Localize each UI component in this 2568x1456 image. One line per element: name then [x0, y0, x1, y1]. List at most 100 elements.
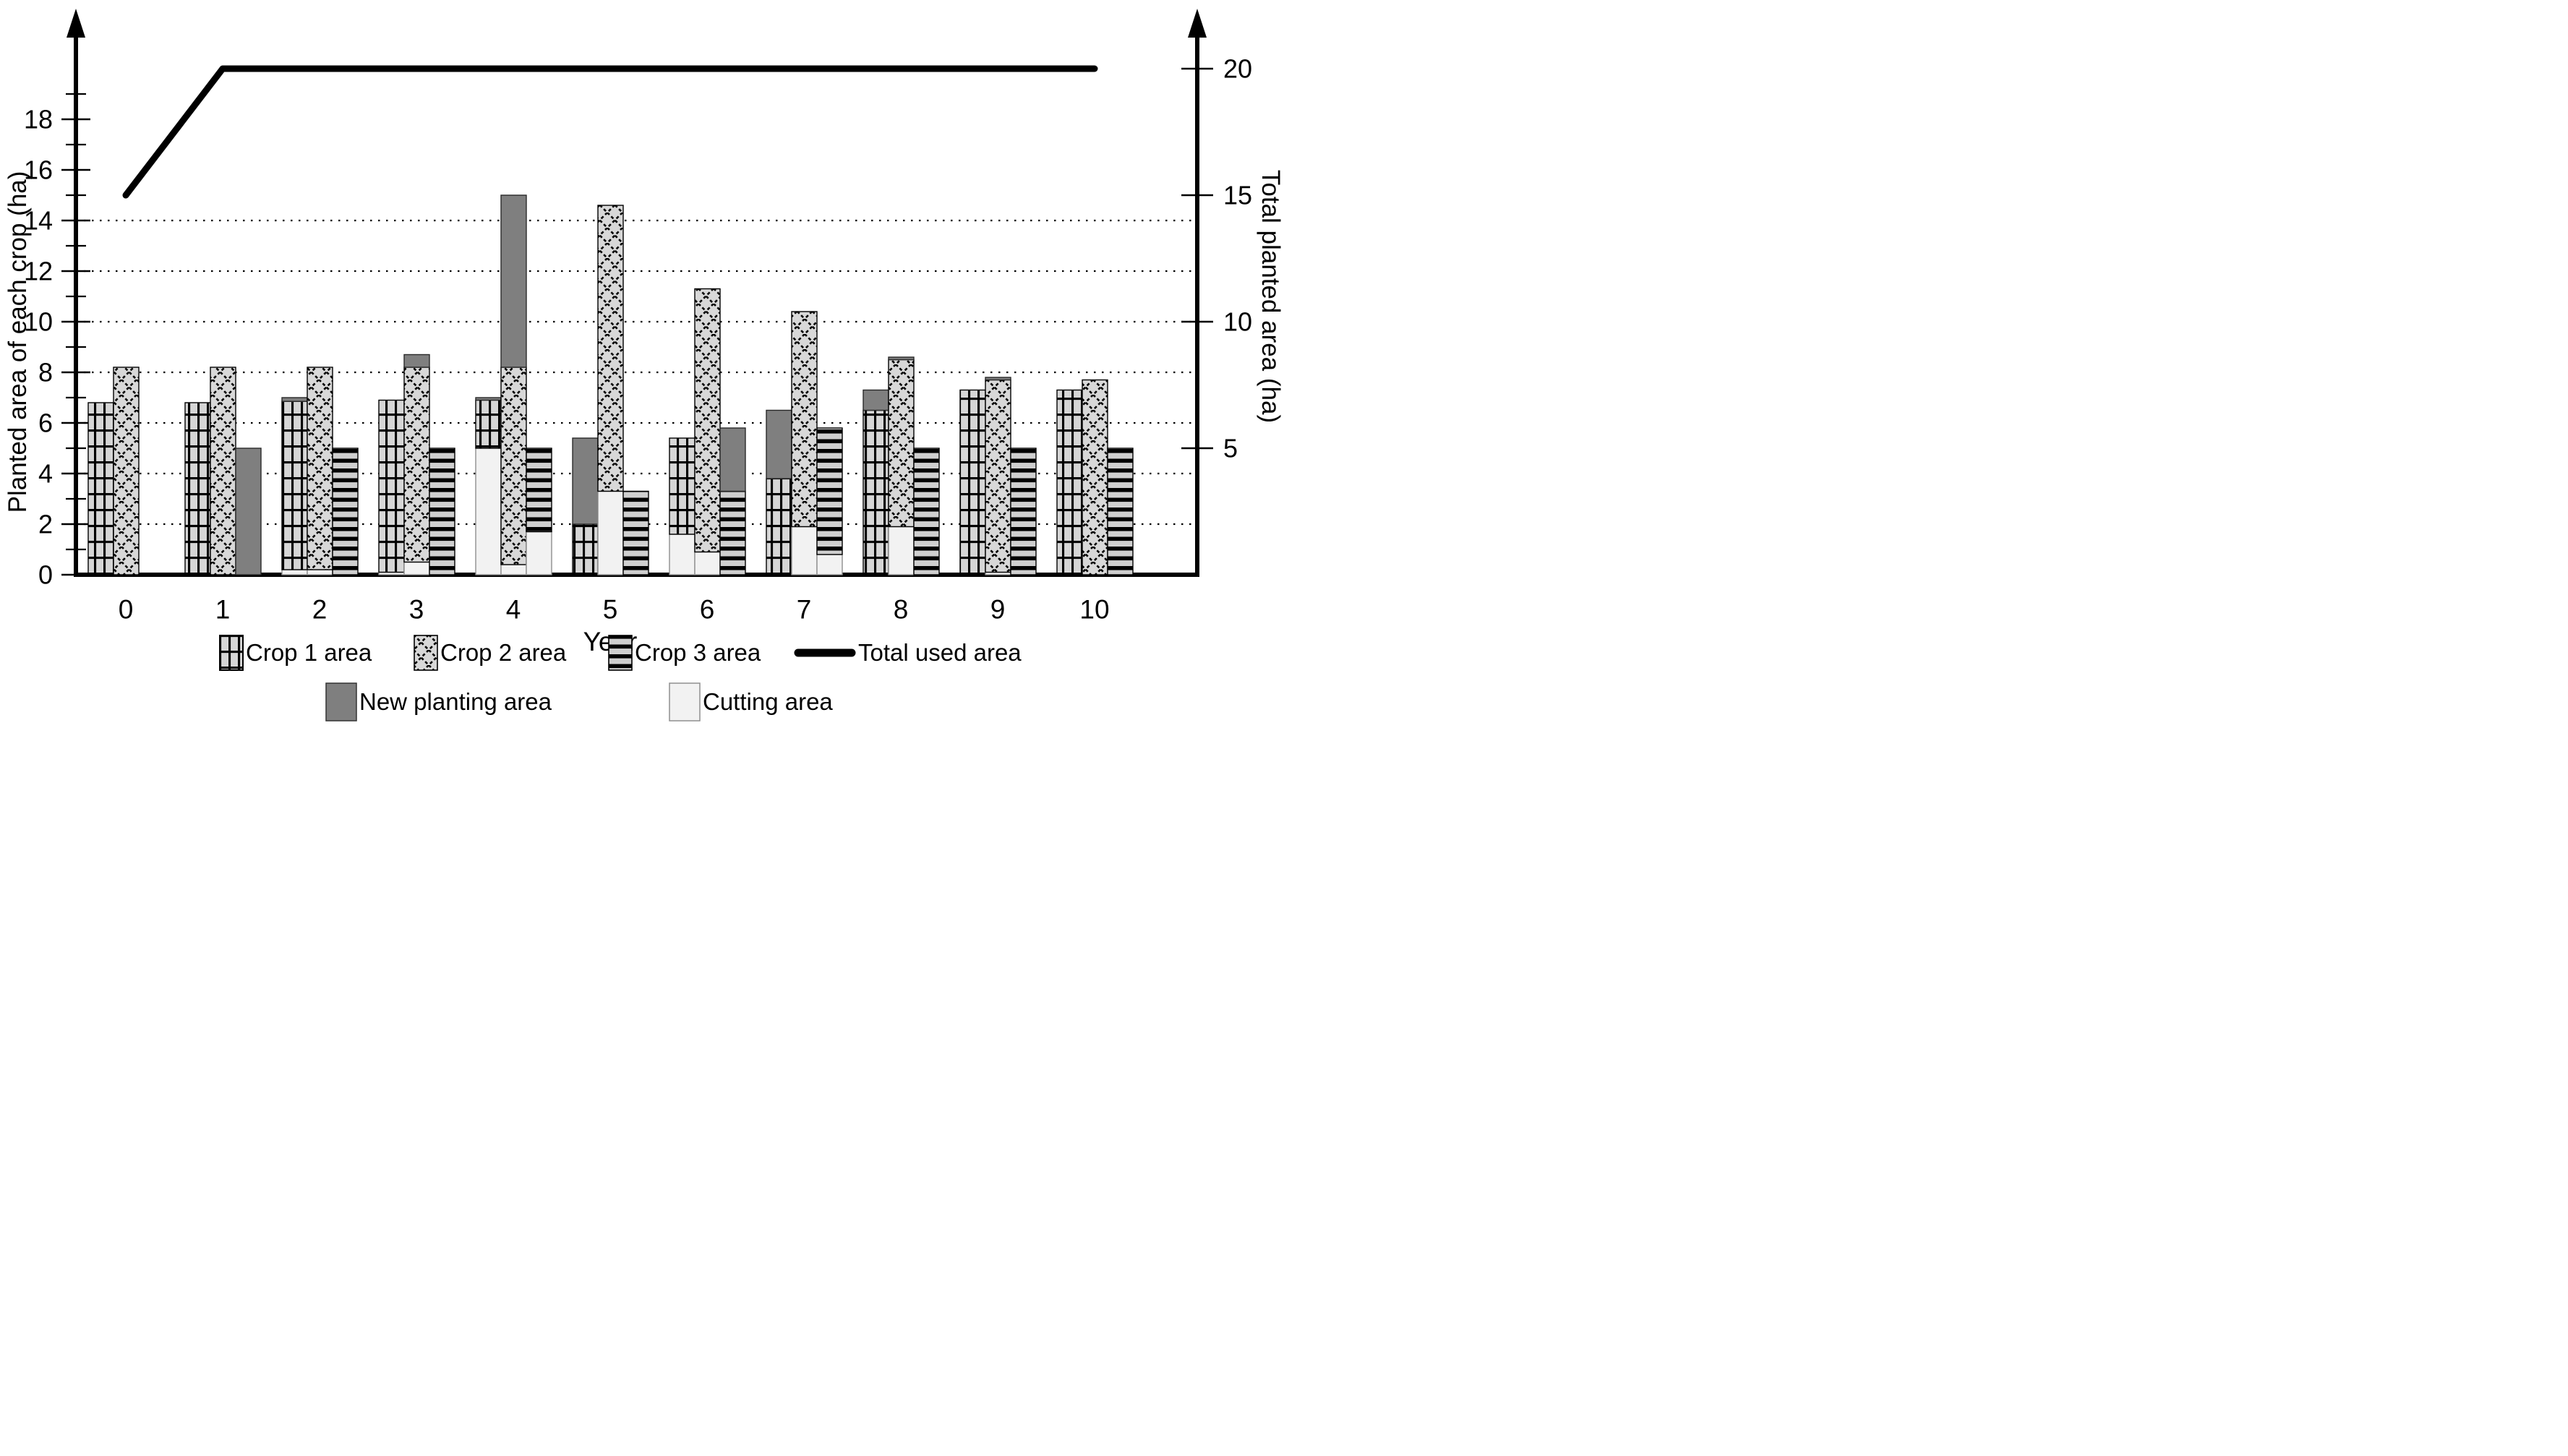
cutting-swatch-icon	[669, 682, 701, 721]
legend-label-cutting: Cutting area	[703, 688, 833, 715]
right-tick-label-20: 20	[1223, 54, 1252, 84]
left-tick-label-8: 8	[38, 358, 53, 387]
total-line-swatch-icon	[794, 648, 856, 657]
bar-year3-cut	[403, 561, 430, 575]
bar-year8-crop3	[913, 447, 940, 575]
bar-year1-crop1	[184, 402, 211, 575]
left-tick-label-14: 14	[24, 206, 53, 236]
bar-year9-new	[985, 377, 1011, 381]
bar-year3-crop3	[429, 447, 455, 575]
bar-year4-cut	[500, 564, 527, 575]
bar-year4-crop3	[526, 447, 552, 533]
left-tick-label-6: 6	[38, 408, 53, 438]
x-tick-label-10: 10	[1079, 595, 1109, 625]
bar-year4-cut	[475, 447, 502, 575]
x-tick-label-6: 6	[700, 595, 715, 625]
crop1-swatch-icon	[219, 635, 244, 671]
bar-year4-new	[500, 194, 527, 368]
bars	[87, 194, 1134, 575]
bar-year2-crop2	[307, 367, 333, 570]
bar-year6-cut	[694, 551, 721, 575]
legend-label-crop2: Crop 2 area	[440, 639, 567, 666]
bar-year8-crop2	[888, 359, 915, 528]
bar-year0-crop1	[87, 402, 114, 575]
x-tick-label-5: 5	[603, 595, 618, 625]
left-tick-label-18: 18	[24, 105, 53, 134]
bar-year9-crop1	[959, 389, 986, 575]
crop2-swatch-icon	[414, 635, 438, 671]
bar-year1-crop2	[210, 367, 236, 575]
bar-year2-crop1	[281, 401, 308, 570]
bar-year6-new	[719, 427, 746, 492]
bar-year7-crop1	[766, 478, 792, 575]
bar-year6-crop2	[694, 288, 721, 553]
chart-plot-area: 0246810121416185101520012345678910YearPl…	[4, 9, 1284, 657]
bar-year7-crop2	[791, 311, 818, 528]
bar-year7-new	[766, 409, 792, 479]
x-tick-label-7: 7	[797, 595, 812, 625]
bar-year2-crop3	[332, 447, 359, 575]
x-tick-label-8: 8	[894, 595, 909, 625]
legend-label-crop1: Crop 1 area	[246, 639, 372, 666]
bar-year7-cut	[791, 526, 818, 575]
x-tick-label-4: 4	[506, 595, 521, 625]
bar-year4-crop2	[500, 367, 527, 565]
left-axis-arrow-icon	[67, 9, 85, 38]
bar-year2-new	[281, 397, 308, 402]
bar-year3-crop2	[403, 367, 430, 563]
bar-year5-new	[572, 437, 599, 525]
total-used-area-line	[122, 65, 1098, 199]
x-tick-label-2: 2	[312, 595, 328, 625]
bar-year7-crop3	[816, 427, 843, 555]
bar-year8-new	[863, 389, 889, 411]
bar-year10-crop3	[1107, 447, 1134, 575]
bar-year2-cut	[281, 569, 308, 575]
crop3-swatch-icon	[608, 635, 633, 671]
right-tick-label-10: 10	[1223, 307, 1252, 337]
right-tick-label-15: 15	[1223, 181, 1252, 210]
left-tick-label-10: 10	[24, 307, 53, 337]
right-axis-title: Total planted area (ha)	[1257, 170, 1284, 423]
crop-area-chart: 0246810121416185101520012345678910YearPl…	[0, 0, 1284, 728]
bar-year8-new	[888, 356, 915, 361]
legend-item-cutting: Cutting area	[669, 682, 833, 721]
bar-year6-crop1	[669, 437, 696, 535]
bar-year6-crop3	[719, 490, 746, 575]
bar-year8-cut	[888, 526, 915, 575]
bar-year9-crop2	[985, 379, 1011, 573]
left-tick-label-4: 4	[38, 459, 53, 489]
x-tick-label-1: 1	[215, 595, 231, 625]
bar-year5-crop3	[622, 490, 649, 575]
legend-item-crop1: Crop 1 area	[219, 635, 372, 671]
left-tick-label-12: 12	[24, 257, 53, 286]
bar-year7-cut	[816, 554, 843, 575]
left-tick-label-16: 16	[24, 155, 53, 185]
legend-item-crop2: Crop 2 area	[414, 635, 566, 671]
bar-year4-new	[475, 397, 502, 401]
bar-year5-crop2	[597, 205, 624, 492]
bar-year0-crop2	[113, 367, 140, 575]
bar-year6-cut	[669, 534, 696, 575]
bar-year8-crop1	[863, 409, 889, 575]
x-tick-label-3: 3	[409, 595, 424, 625]
legend-item-crop3: Crop 3 area	[608, 635, 761, 671]
bar-year5-crop1	[572, 523, 599, 575]
legend-label-crop3: Crop 3 area	[635, 639, 761, 666]
bar-year5-cut	[597, 490, 624, 575]
left-tick-label-0: 0	[38, 560, 53, 590]
legend-label-new-planting: New planting area	[359, 688, 552, 715]
bar-year3-crop1	[378, 399, 405, 573]
bar-year4-crop1	[475, 399, 502, 449]
right-axis-arrow-icon	[1188, 9, 1207, 38]
axis-text: 0246810121416185101520012345678910YearPl…	[4, 54, 1284, 657]
bar-year3-new	[403, 354, 430, 368]
total-used-area-polyline	[122, 65, 1098, 199]
x-tick-label-0: 0	[119, 595, 134, 625]
left-tick-label-2: 2	[38, 510, 53, 539]
bar-year4-cut	[526, 531, 552, 575]
bar-year10-crop2	[1082, 379, 1108, 575]
bar-year9-crop3	[1010, 447, 1037, 575]
x-tick-label-9: 9	[990, 595, 1006, 625]
bar-year10-crop1	[1056, 389, 1083, 575]
new-planting-swatch-icon	[325, 682, 357, 721]
